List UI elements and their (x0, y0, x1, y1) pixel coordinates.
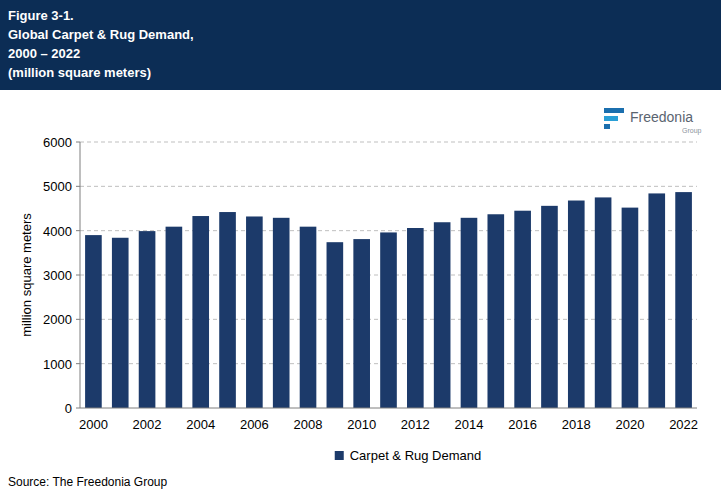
logo-icon (604, 116, 618, 121)
logo-icon (604, 124, 610, 129)
bar (380, 232, 397, 408)
x-tick-label: 2008 (294, 417, 323, 432)
y-tick-label: 0 (65, 401, 72, 416)
x-tick-label: 2012 (401, 417, 430, 432)
background (0, 0, 721, 494)
y-axis-label: million square meters (19, 213, 34, 337)
bar (300, 227, 317, 408)
legend: Carpet & Rug Demand (335, 448, 482, 463)
y-tick-label: 1000 (43, 357, 72, 372)
x-axis (80, 408, 697, 409)
bar (353, 239, 370, 408)
bar (675, 192, 692, 408)
bar (622, 208, 639, 408)
subtitle: Global Carpet & Rug Demand, (8, 27, 194, 42)
logo-text: Freedonia (630, 109, 693, 125)
source: Source: The Freedonia Group (8, 475, 168, 489)
x-tick-label: 2022 (669, 417, 698, 432)
bar (166, 227, 183, 408)
x-tick-label: 2000 (79, 417, 108, 432)
x-tick-label: 2002 (133, 417, 162, 432)
x-tick-label: 2004 (186, 417, 215, 432)
y-tick (76, 363, 80, 364)
bar (461, 218, 478, 408)
y-tick-label: 5000 (43, 179, 72, 194)
bar (487, 214, 504, 408)
bar (434, 222, 451, 408)
bar (407, 228, 424, 408)
y-tick-label: 6000 (43, 135, 72, 150)
y-tick (76, 142, 80, 143)
y-tick (76, 319, 80, 320)
x-tick-label: 2010 (347, 417, 376, 432)
chart: Figure 3-1. Global Carpet & Rug Demand, 20… (0, 0, 721, 494)
x-tick-label: 2016 (508, 417, 537, 432)
y-tick (76, 230, 80, 231)
y-tick (76, 186, 80, 187)
header-band (0, 0, 721, 90)
y-tick-label: 2000 (43, 312, 72, 327)
logo: Freedonia Group (604, 108, 702, 135)
y-tick (76, 408, 80, 409)
x-tick-label: 2014 (455, 417, 484, 432)
y-axis (80, 142, 81, 408)
bar (192, 216, 209, 408)
y-tick (76, 275, 80, 276)
bar (541, 206, 558, 408)
x-tick-label: 2018 (562, 417, 591, 432)
bars (85, 192, 692, 408)
y-tick-label: 4000 (43, 224, 72, 239)
bar (595, 197, 612, 408)
bar (85, 235, 102, 408)
bar (568, 201, 585, 408)
subtitle: 2000 – 2022 (8, 46, 80, 61)
legend-swatch (335, 451, 344, 460)
grid-line (80, 186, 697, 187)
legend-label: Carpet & Rug Demand (350, 448, 482, 463)
bar (246, 216, 263, 408)
logo-icon (604, 108, 624, 113)
subtitle: (million square meters) (8, 65, 151, 80)
bar (327, 242, 344, 408)
bar (273, 218, 290, 408)
bar (648, 193, 665, 408)
bar (219, 212, 236, 408)
grid-line (80, 142, 697, 143)
title: Figure 3-1. (8, 8, 74, 23)
bar (514, 211, 531, 408)
x-tick-label: 2006 (240, 417, 269, 432)
bar (112, 238, 129, 408)
logo-text: Group (682, 127, 702, 135)
x-tick-label: 2020 (615, 417, 644, 432)
y-tick-label: 3000 (43, 268, 72, 283)
bar (139, 231, 156, 408)
